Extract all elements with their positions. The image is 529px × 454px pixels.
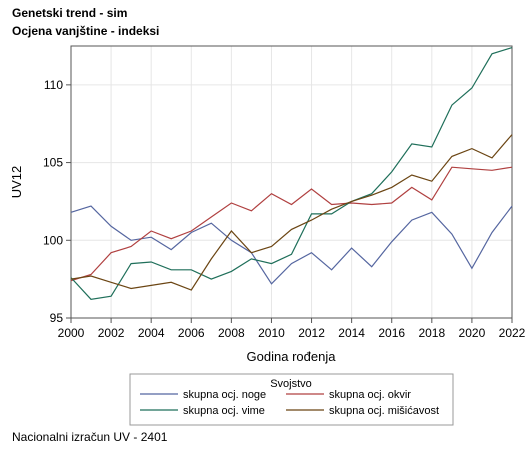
y-tick-label: 95: [50, 311, 64, 325]
x-tick-label: 2010: [258, 326, 285, 340]
plot-frame: [70, 45, 513, 319]
x-tick-label: 2000: [58, 326, 85, 340]
series-line-3: [70, 47, 513, 300]
series-lines: [70, 47, 513, 300]
legend-entry: skupna ocj. noge: [183, 389, 266, 401]
legend-box: [129, 373, 454, 426]
x-tick-label: 2020: [459, 326, 486, 340]
y-axis-label: UV12: [9, 166, 24, 199]
legend-entry: skupna ocj. okvir: [329, 389, 411, 401]
legend: Svojstvo skupna ocj. noge skupna ocj. okv…: [129, 373, 454, 426]
x-tick-label: 2004: [138, 326, 165, 340]
legend-entry: skupna ocj. mišićavost: [329, 405, 439, 417]
x-tick-label: 2002: [98, 326, 125, 340]
grid: [70, 46, 513, 319]
x-tick-label: 2006: [178, 326, 205, 340]
x-tick-label: 2012: [298, 326, 325, 340]
y-tick-label: 105: [43, 156, 63, 170]
x-tick-label: 2022: [499, 326, 526, 340]
y-tick-label: 100: [43, 233, 63, 247]
footnote: Nacionalni izračun UV - 2401: [12, 430, 168, 444]
y-axis-ticks: 95 100 105 110: [43, 78, 71, 325]
legend-entry: skupna ocj. vime: [183, 405, 265, 417]
x-axis-label: Godina rođenja: [247, 349, 337, 364]
series-line-1: [70, 205, 513, 285]
series-line-4: [70, 134, 513, 291]
x-tick-label: 2014: [338, 326, 365, 340]
series-line-2: [70, 166, 513, 282]
x-tick-label: 2016: [378, 326, 405, 340]
y-tick-label: 110: [44, 78, 63, 92]
chart-title-line2: Ocjena vanjštine - indeksi: [12, 24, 160, 38]
x-tick-label: 2018: [418, 326, 445, 340]
x-tick-label: 2008: [218, 326, 245, 340]
chart-title-line1: Genetski trend - sim: [12, 6, 128, 20]
x-axis-ticks: 2000 2002 2004 2006 2008 2010 2012 2014 2016 2018…: [58, 318, 526, 340]
legend-title: Svojstvo: [270, 378, 312, 390]
